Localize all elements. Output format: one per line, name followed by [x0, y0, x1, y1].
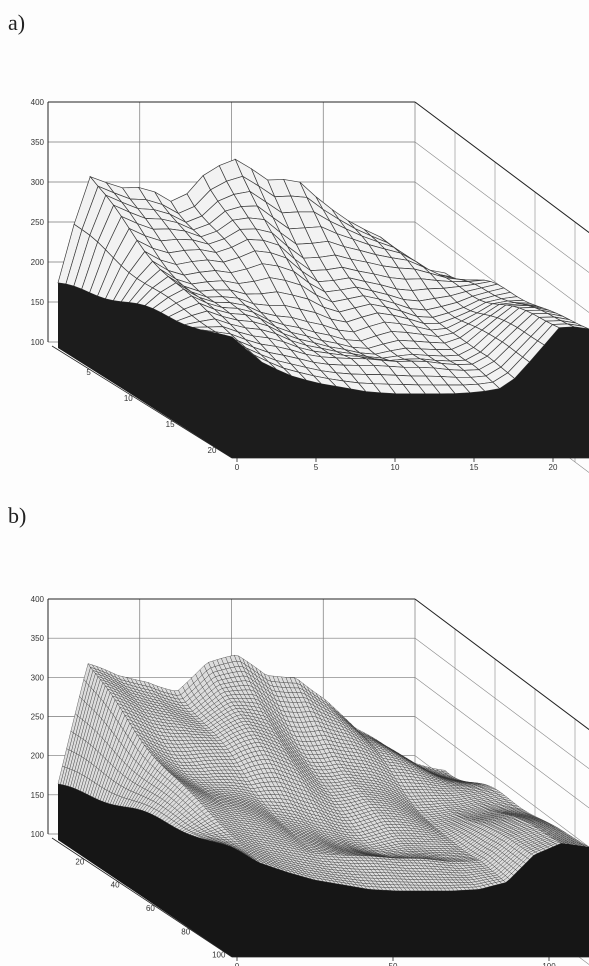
- surface-plot-b: 40035030025020015010005010020406080100: [31, 595, 589, 966]
- grid-line: [414, 181, 589, 313]
- box-side-edge: [414, 101, 589, 234]
- grid-line: [414, 101, 589, 233]
- box-side-edge: [414, 598, 589, 731]
- z-tick-label: 400: [31, 98, 45, 107]
- z-tick-label: 100: [31, 830, 45, 839]
- surface-mesh: [57, 158, 589, 395]
- z-tick-label: 400: [31, 595, 45, 604]
- z-tick-label: 200: [31, 752, 45, 761]
- surface-cell: [567, 323, 589, 330]
- z-tick-label: 250: [31, 218, 45, 227]
- front-skirt: [232, 282, 589, 458]
- x-tick-label: 20: [549, 463, 558, 472]
- x-tick-label: 5: [314, 463, 319, 472]
- y-tick-label: 10: [124, 394, 133, 403]
- surface-plot-a: 400 350 300 250 200 150 100 0 5 10 15 20 5 10 15 20: [31, 98, 589, 473]
- grid-line: [414, 677, 589, 809]
- z-tick-label: 350: [31, 634, 45, 643]
- z-tick-label: 300: [31, 178, 45, 187]
- y-tick-label: 15: [166, 420, 175, 429]
- y-axis-line: [51, 345, 233, 459]
- surface-mesh: [57, 654, 589, 892]
- z-tick-label: 200: [31, 258, 45, 267]
- x-tick-label: 0: [235, 463, 240, 472]
- z-tick-label: 150: [31, 791, 45, 800]
- grid-line: [414, 141, 589, 273]
- grid-line: [414, 716, 589, 848]
- z-tick-label: 300: [31, 673, 45, 682]
- surface-base: [58, 282, 589, 458]
- y-tick-label: 20: [208, 446, 217, 455]
- grid-line: [414, 598, 589, 730]
- z-tick-label: 150: [31, 298, 45, 307]
- left-skirt: [58, 282, 232, 458]
- panel-label-b: b): [8, 503, 27, 528]
- grid-line: [414, 637, 589, 770]
- z-tick-label: 100: [31, 338, 45, 347]
- z-tick-label: 350: [31, 138, 45, 147]
- x-tick-label: 10: [391, 463, 400, 472]
- y-tick-label: 5: [86, 368, 91, 377]
- x-tick-label: 15: [470, 463, 479, 472]
- z-tick-label: 250: [31, 713, 45, 722]
- panel-label-a: a): [8, 10, 26, 35]
